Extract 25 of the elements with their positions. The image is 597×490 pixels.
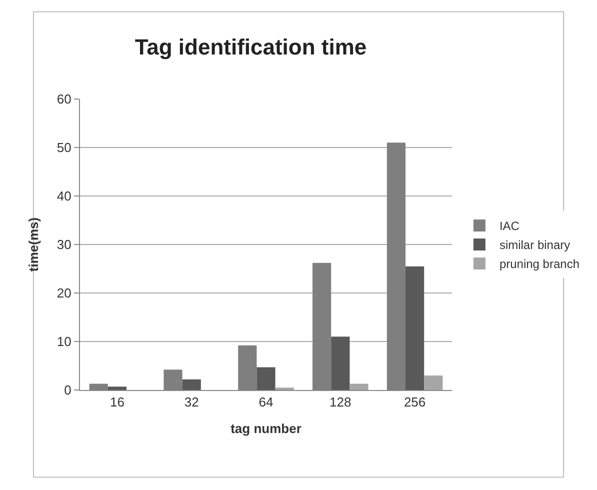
bar (108, 386, 126, 390)
x-tick-label: 64 (258, 394, 274, 410)
bar (331, 336, 350, 390)
y-tick-label: 40 (56, 188, 72, 204)
y-axis-title: time(ms) (26, 217, 41, 272)
bar (256, 367, 276, 390)
chart-title: Tag identification time (134, 34, 367, 60)
y-tick-label: 10 (56, 334, 72, 350)
y-tick-label: 60 (56, 92, 72, 107)
y-tick-label: 30 (56, 237, 72, 252)
y-tick-label: 20 (56, 286, 72, 301)
x-tick-label: 16 (110, 394, 124, 410)
y-tick-label: 0 (64, 382, 72, 398)
bar (406, 266, 424, 390)
y-tick-label: 50 (56, 140, 72, 156)
bar (182, 379, 201, 390)
x-tick-label: 256 (404, 394, 426, 410)
x-tick-label: 128 (330, 394, 352, 410)
legend-label: pruning branch (499, 257, 580, 272)
legend-label: similar binary (499, 238, 570, 252)
x-axis-title: tag number (230, 421, 302, 436)
bar (350, 384, 368, 390)
legend-label: IAC (499, 219, 520, 234)
bar (424, 375, 443, 390)
x-tick-label: 32 (184, 394, 199, 410)
